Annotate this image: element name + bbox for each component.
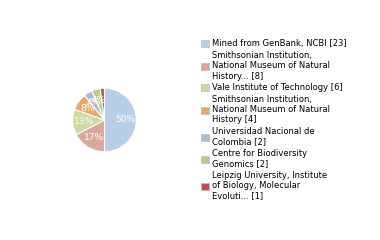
Text: 4%: 4% xyxy=(87,98,101,107)
Text: 4%: 4% xyxy=(92,96,106,105)
Text: 13%: 13% xyxy=(74,117,94,126)
Wedge shape xyxy=(84,91,104,120)
Wedge shape xyxy=(74,95,105,120)
Text: 50%: 50% xyxy=(115,115,135,125)
Wedge shape xyxy=(73,109,104,135)
Wedge shape xyxy=(105,88,136,152)
Wedge shape xyxy=(92,89,104,120)
Text: 17%: 17% xyxy=(84,133,104,142)
Wedge shape xyxy=(100,88,105,120)
Legend: Mined from GenBank, NCBI [23], Smithsonian Institution,
National Museum of Natur: Mined from GenBank, NCBI [23], Smithsoni… xyxy=(201,39,347,201)
Text: 8%: 8% xyxy=(81,104,95,113)
Wedge shape xyxy=(76,120,105,152)
